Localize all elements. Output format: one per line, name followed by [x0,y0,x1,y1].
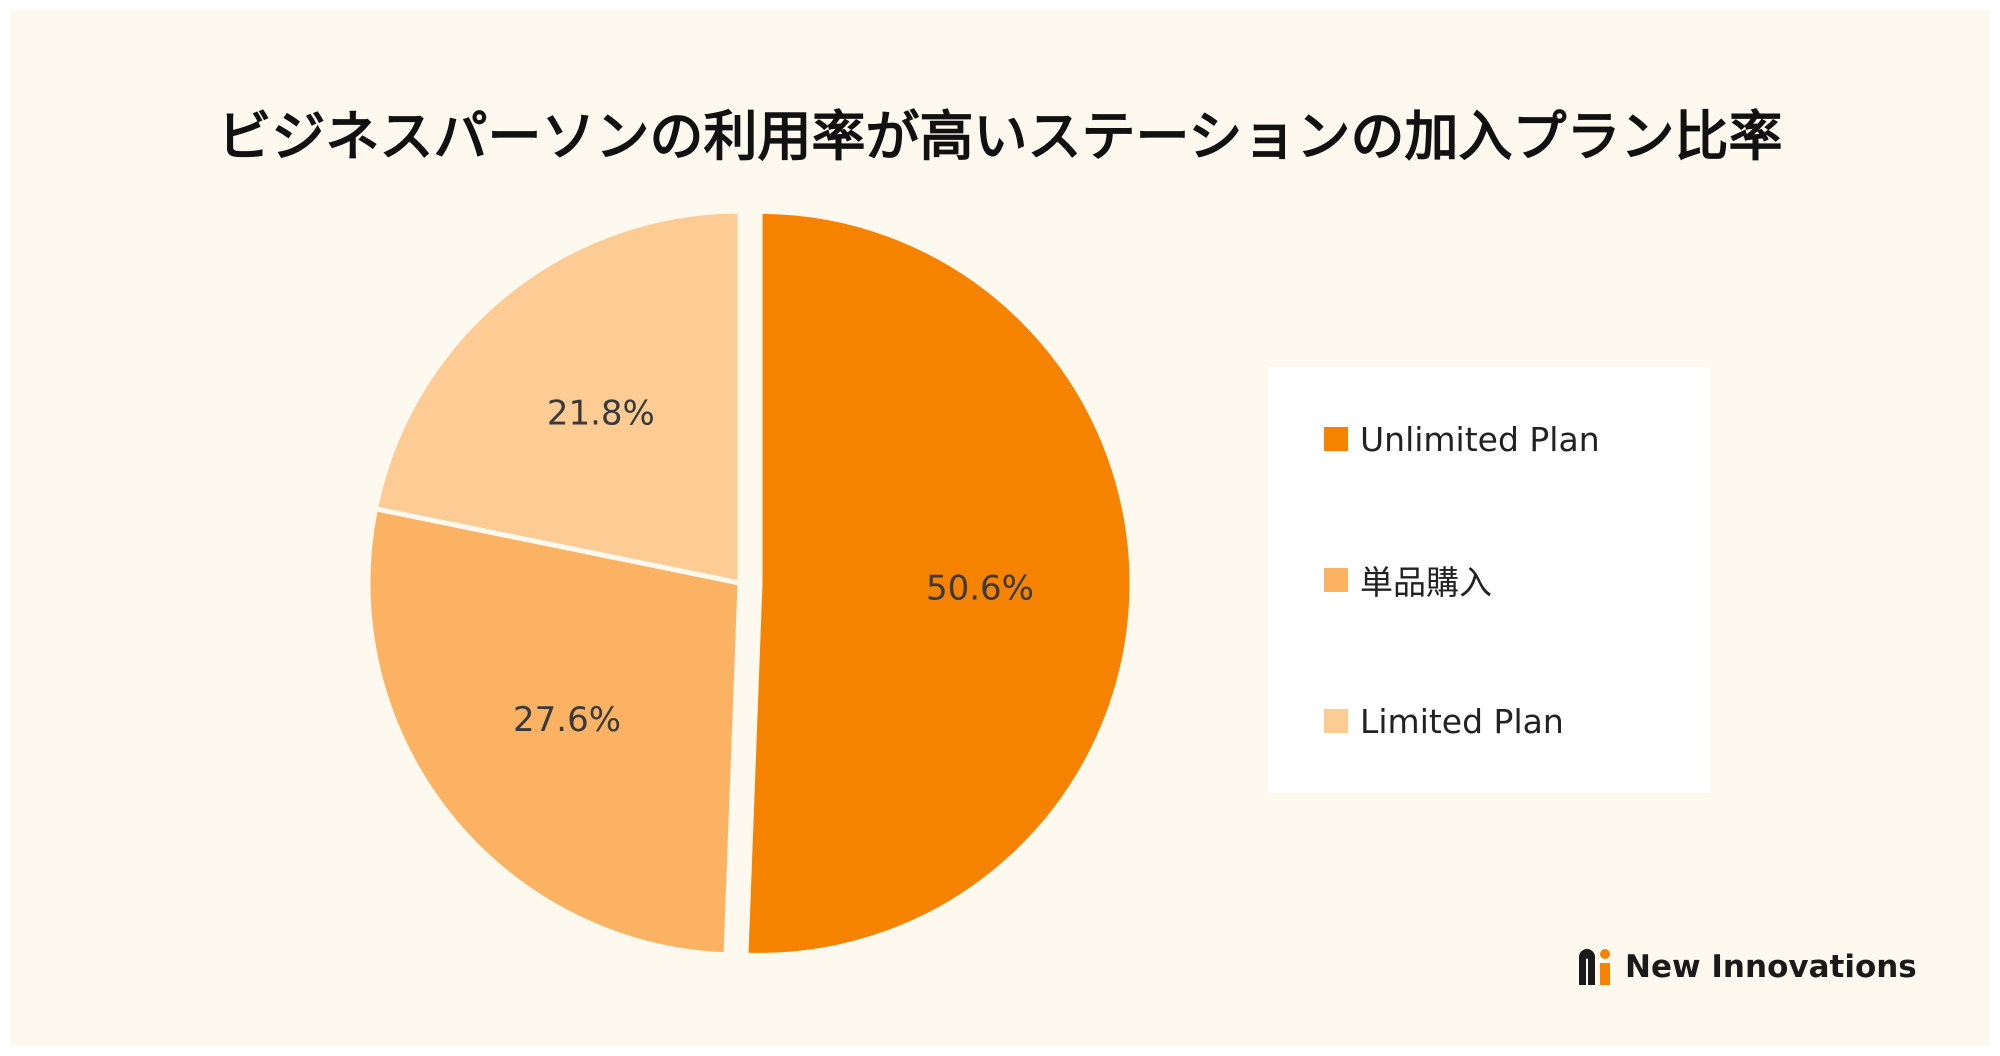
ni-logo-icon [1579,949,1610,985]
legend-item-single-purchase: 単品購入 [1324,560,1492,602]
pie-slice-unlimited-plan [743,208,1135,958]
legend-swatch [1324,427,1348,451]
legend-label: Limited Plan [1360,701,1564,741]
brand-name: New Innovations [1625,949,1917,985]
pie-slice-single-purchase [365,506,743,958]
pie-slice-label: 50.6% [926,569,1034,609]
pie-slice-label: 21.8% [547,394,655,434]
chart-title: ビジネスパーソンの利用率が高いステーションの加入プラン比率 [217,105,1783,168]
chart-canvas: ビジネスパーソンの利用率が高いステーションの加入プラン比率 50.6% 27.6%… [10,10,1990,1046]
legend-label: Unlimited Plan [1360,419,1600,459]
legend-swatch [1324,568,1348,592]
legend-item-unlimited-plan: Unlimited Plan [1324,419,1600,459]
brand-logo: New Innovations [1575,947,1917,987]
legend-item-limited-plan: Limited Plan [1324,701,1564,741]
legend-label: 単品購入 [1360,563,1492,602]
pie-chart: 50.6% 27.6% 21.8% [365,208,1135,958]
pie-slice-label: 27.6% [513,700,621,740]
legend: Unlimited Plan 単品購入 Limited Plan [1268,367,1710,793]
pie-slice-limited-plan [372,208,743,586]
legend-swatch [1324,709,1348,733]
